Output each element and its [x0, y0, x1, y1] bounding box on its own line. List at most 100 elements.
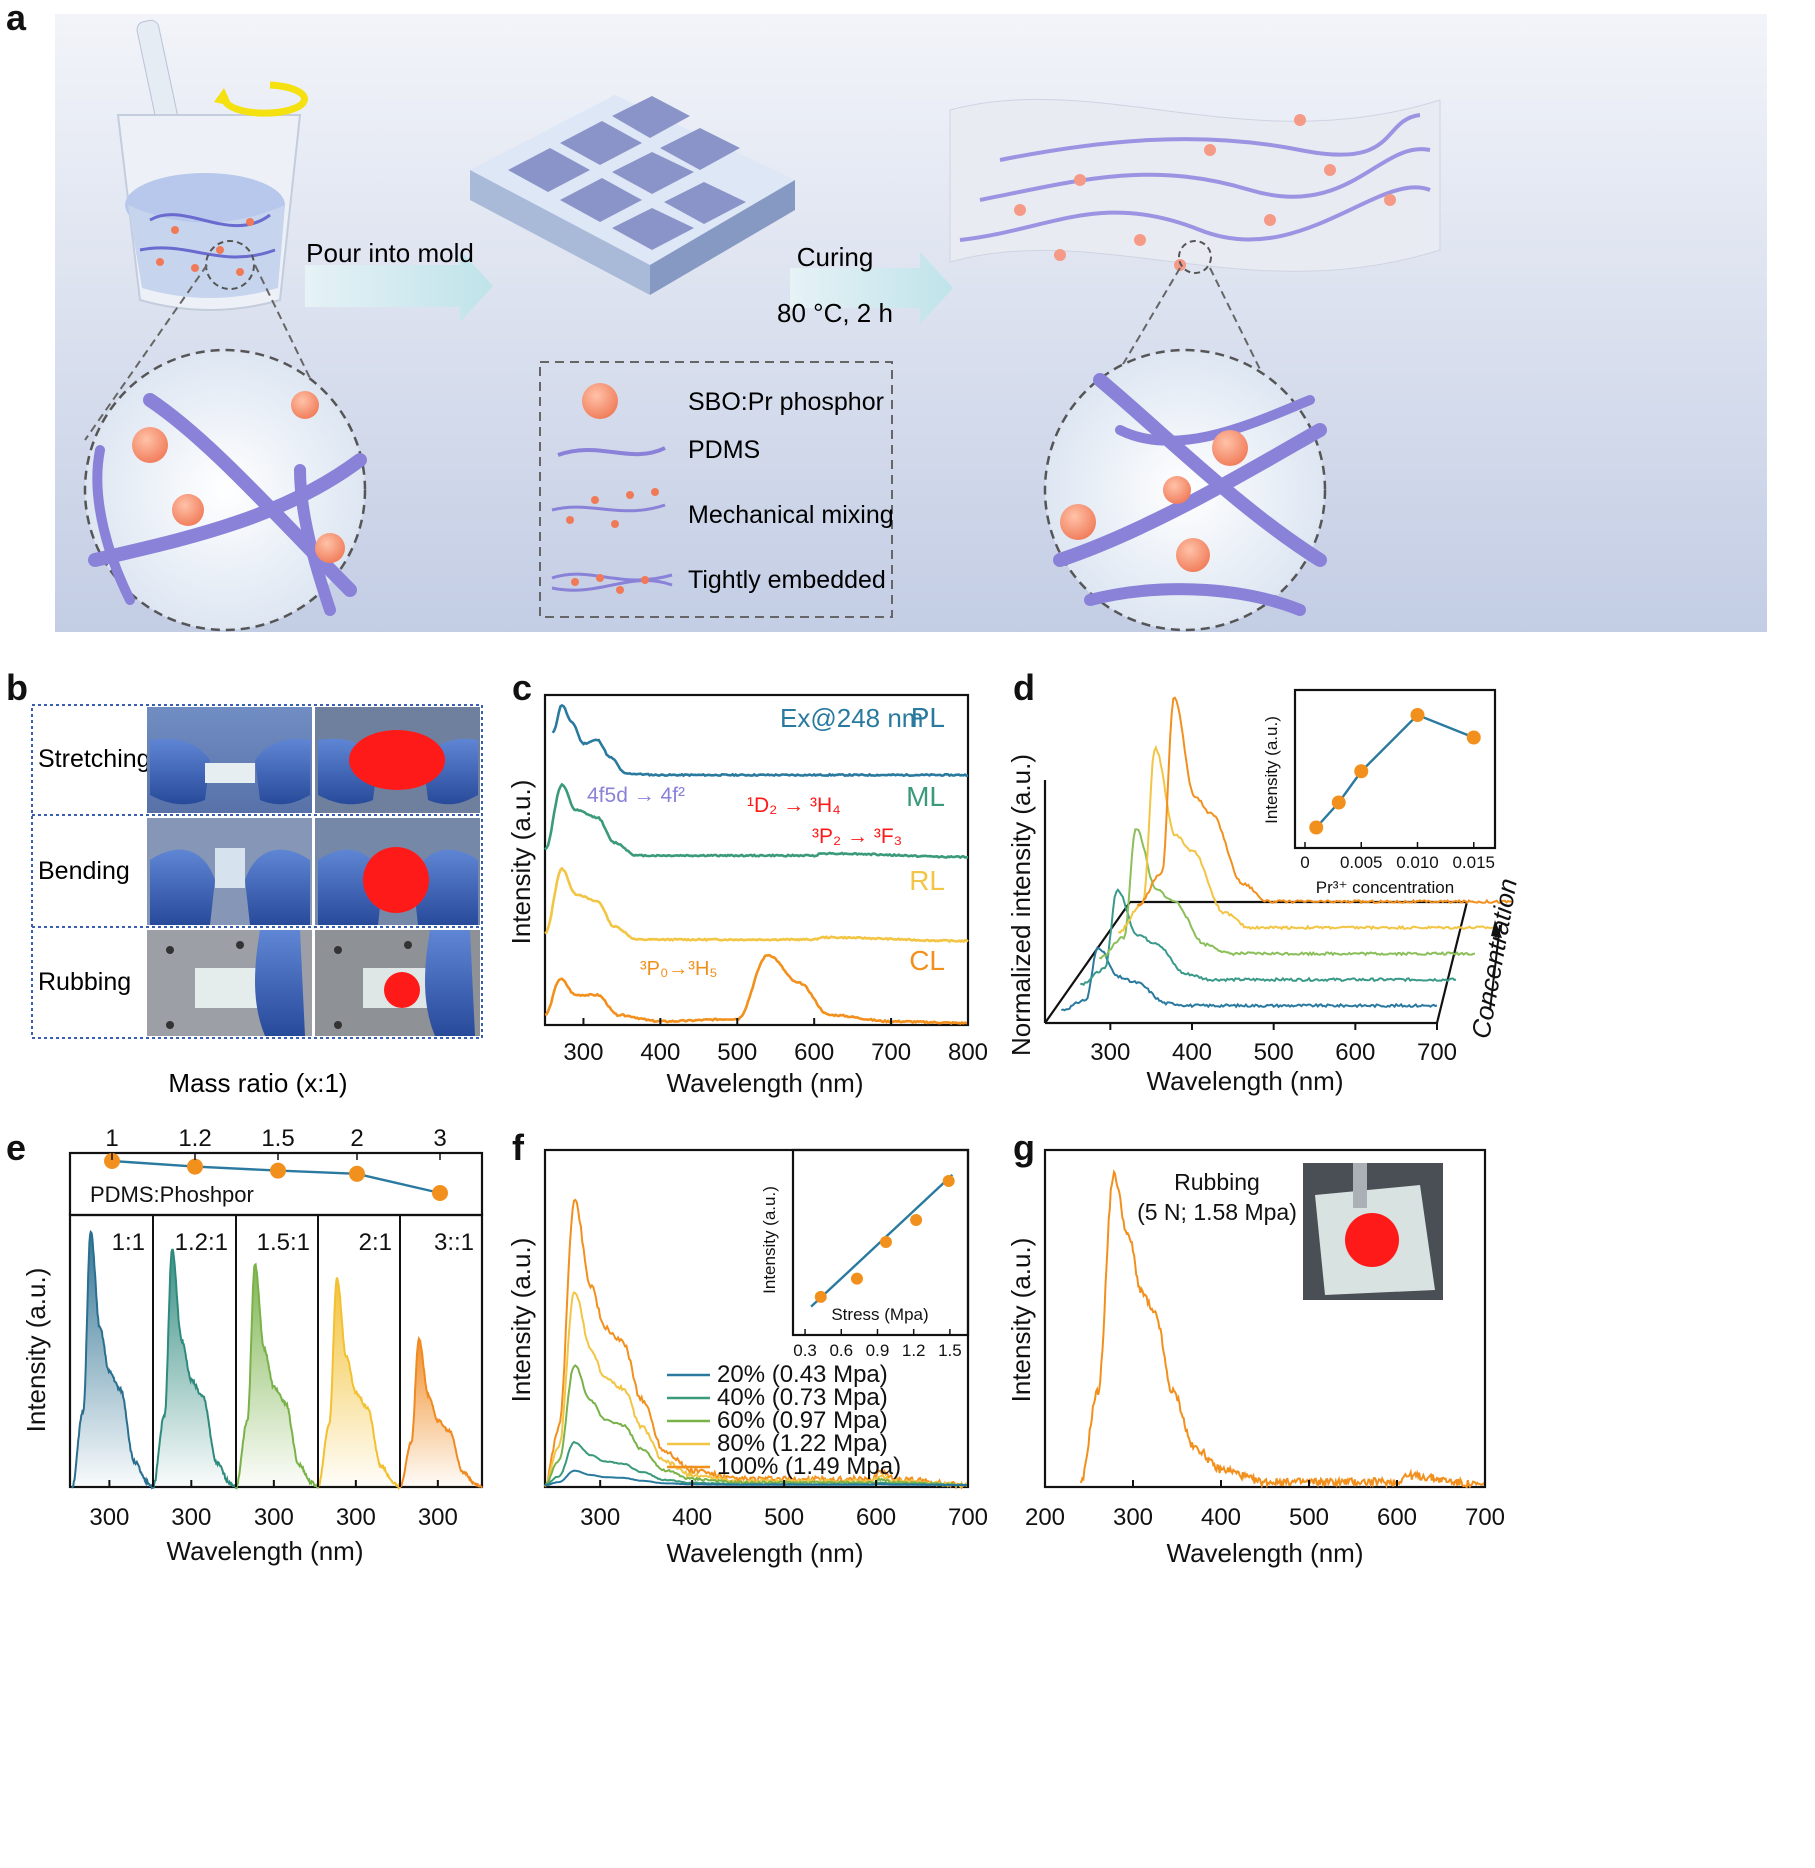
panel-d-letter: d	[1013, 667, 1035, 708]
d-inset-tick-label: 0.015	[1452, 853, 1495, 872]
c-series-cl	[544, 953, 969, 1025]
e-area-3	[236, 1264, 318, 1489]
panel-a-letter: a	[6, 0, 27, 38]
f-inset-point	[942, 1175, 955, 1187]
d-inset-line	[1315, 713, 1475, 829]
g-series	[1079, 1169, 1486, 1490]
e-line-1	[71, 1230, 154, 1490]
e-ratio-label: 2:1	[359, 1229, 392, 1256]
panel-g: 200 300 400 500 600 700 Intensity (a.u.) Wave…	[1006, 1148, 1505, 1568]
g-xtick-label: 500	[1289, 1504, 1329, 1531]
g-rubbing-photo	[1303, 1163, 1443, 1300]
step2-condition: 80 °C, 2 h	[777, 298, 893, 328]
photo-bending-off	[147, 818, 312, 925]
e-top-tick-label: 3	[433, 1125, 446, 1152]
d-concentration-label: Concentration	[1465, 876, 1523, 1041]
c-annot-ex: Ex@248 nm	[780, 703, 923, 733]
c-ylabel: Intensity (a.u.)	[506, 780, 536, 945]
e-line-3	[235, 1262, 319, 1490]
c-series-rl	[544, 866, 969, 944]
c-xtick-label: 800	[948, 1039, 988, 1066]
legend-embedded-swatch	[551, 572, 673, 594]
c-xtick-label: 300	[563, 1039, 603, 1066]
panel-f: 300 400 500 600 700 Intensity (a.u.) Wavelen…	[506, 1148, 988, 1568]
c-series-ml	[544, 782, 968, 860]
g-ylabel: Intensity (a.u.)	[1006, 1238, 1036, 1403]
d-xlabel: Wavelength (nm)	[1147, 1066, 1344, 1096]
f-inset-tick-label: 1.2	[902, 1341, 926, 1360]
g-xtick-label: 700	[1465, 1504, 1505, 1531]
e-top-point	[270, 1162, 286, 1179]
e-top-point	[187, 1158, 203, 1175]
g-frame	[1043, 1148, 1487, 1489]
d-inset-point	[1331, 795, 1346, 810]
d-inset-ylabel: Intensity (a.u.)	[1262, 716, 1281, 824]
panel-b-letter: b	[6, 667, 28, 708]
photo-rubbing-on	[315, 930, 480, 1036]
c-series-pl	[551, 703, 968, 778]
row-rubbing: Rubbing	[38, 968, 131, 996]
photo-stretching-off	[147, 707, 312, 813]
d-inset-point	[1410, 708, 1425, 722]
f-legend-item: 60% (0.97 Mpa)	[717, 1407, 888, 1434]
f-inset-point	[814, 1290, 827, 1303]
photo-stretching-on	[315, 707, 480, 813]
e-xtick-label: 300	[171, 1504, 211, 1531]
row-bending: Bending	[38, 857, 130, 885]
e-area-2	[153, 1249, 236, 1489]
c-annot-3p0: ³P₀→³H₅	[640, 958, 717, 980]
c-xtick-label: 600	[794, 1039, 834, 1066]
d-ylabel: Normalized intensity (a.u.)	[1006, 754, 1036, 1056]
f-inset-ylabel: Intensity (a.u.)	[760, 1186, 779, 1294]
e-ratio-label: 3::1	[434, 1229, 474, 1256]
e-xtick-label: 300	[89, 1504, 129, 1531]
g-xtick-label: 600	[1377, 1504, 1417, 1531]
f-legend-item: 80% (1.22 Mpa)	[717, 1430, 888, 1457]
panel-c: 300 400 500 600 700 800 Intensity (a.u.) Wave…	[506, 693, 988, 1098]
d-inset-xlabel: Pr³⁺ concentration	[1316, 878, 1454, 897]
f-inset-tick-label: 0.9	[866, 1341, 890, 1360]
arrow-pour	[305, 250, 493, 322]
c-xtick-label: 400	[640, 1039, 680, 1066]
e-ratio-label: 1.2:1	[175, 1229, 228, 1256]
legend-pdms-swatch	[557, 446, 666, 457]
photo-bending-on	[315, 818, 480, 925]
f-xtick-label: 500	[764, 1504, 804, 1531]
g-xtick-label: 300	[1113, 1504, 1153, 1531]
f-inset-point	[910, 1214, 923, 1227]
e-xtick-label: 300	[336, 1504, 376, 1531]
panel-e-letter: e	[6, 1127, 26, 1168]
e-line-5	[399, 1335, 483, 1489]
step1-label: Pour into mold	[306, 238, 474, 268]
f-xtick-label: 700	[948, 1504, 988, 1531]
g-xtick-label: 400	[1201, 1504, 1241, 1531]
d-inset-tick-label: 0	[1300, 853, 1309, 872]
step2-label: Curing	[797, 242, 874, 272]
e-line-4	[317, 1277, 401, 1491]
e-top-point	[104, 1153, 120, 1169]
d-series-3	[1099, 828, 1475, 960]
e-top-point	[349, 1165, 365, 1182]
panel-f-letter: f	[512, 1127, 525, 1168]
e-area-4	[318, 1277, 400, 1489]
e-top-point	[432, 1185, 448, 1201]
panel-c-letter: c	[512, 667, 532, 708]
f-legend-item: 100% (1.49 Mpa)	[717, 1453, 901, 1480]
e-top-tick-label: 1	[105, 1125, 118, 1152]
e-ratio-label: 1:1	[112, 1229, 145, 1256]
f-inset-tick-label: 0.6	[829, 1341, 853, 1360]
arrow-curing	[790, 252, 953, 324]
e-line-2	[152, 1248, 237, 1489]
legend-phosphor-swatch	[582, 383, 618, 419]
cured-film-illustration	[949, 98, 1441, 274]
f-inset-xlabel: Stress (Mpa)	[831, 1305, 928, 1324]
f-xtick-label: 600	[856, 1504, 896, 1531]
d-inset-tick-label: 0.005	[1340, 853, 1383, 872]
beaker-illustration	[116, 19, 309, 311]
d-series-4	[1117, 744, 1495, 934]
e-area-1	[72, 1232, 153, 1489]
d-inset-point	[1354, 764, 1369, 779]
mold-illustration	[470, 95, 795, 295]
mass-ratio-caption: Mass ratio (x:1)	[168, 1068, 347, 1098]
f-xlabel: Wavelength (nm)	[667, 1538, 864, 1568]
